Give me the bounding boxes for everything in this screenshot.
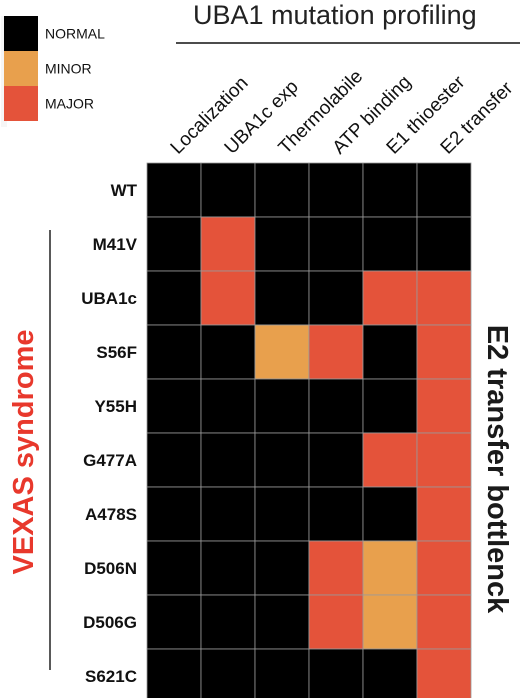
cell-s621c-e2-transfer	[416, 648, 472, 698]
cell-d506g-e1-thioester	[362, 594, 418, 650]
cell-m41v-e2-transfer	[416, 216, 472, 272]
cell-a478s-thermolabile	[254, 486, 310, 542]
cell-a478s-e1-thioester	[362, 486, 418, 542]
cell-m41v-localization	[146, 216, 202, 272]
cell-a478s-e2-transfer	[416, 486, 472, 542]
cell-d506n-e1-thioester	[362, 540, 418, 596]
cell-y55h-atp-binding	[308, 378, 364, 434]
cell-d506n-localization	[146, 540, 202, 596]
cell-s621c-e1-thioester	[362, 648, 418, 698]
row-label-s56f: S56F	[96, 343, 137, 362]
cell-m41v-atp-binding	[308, 216, 364, 272]
cell-wt-e2-transfer	[416, 162, 472, 218]
row-label-d506g: D506G	[83, 613, 137, 632]
cell-s56f-e2-transfer	[416, 324, 472, 380]
cell-g477a-localization	[146, 432, 202, 488]
cell-wt-thermolabile	[254, 162, 310, 218]
cell-g477a-e2-transfer	[416, 432, 472, 488]
row-label-s621c: S621C	[85, 667, 137, 686]
cell-m41v-e1-thioester	[362, 216, 418, 272]
cell-s621c-thermolabile	[254, 648, 310, 698]
cell-g477a-e1-thioester	[362, 432, 418, 488]
cell-d506n-e2-transfer	[416, 540, 472, 596]
cell-uba1c-atp-binding	[308, 270, 364, 326]
cell-a478s-atp-binding	[308, 486, 364, 542]
cell-uba1c-e2-transfer	[416, 270, 472, 326]
cell-uba1c-localization	[146, 270, 202, 326]
cell-uba1c-thermolabile	[254, 270, 310, 326]
cell-wt-localization	[146, 162, 202, 218]
cell-wt-atp-binding	[308, 162, 364, 218]
cell-s56f-thermolabile	[254, 324, 310, 380]
legend-label-major: MAJOR	[45, 96, 94, 112]
heatmap-grid	[146, 162, 472, 698]
cell-uba1c-e1-thioester	[362, 270, 418, 326]
cell-d506g-thermolabile	[254, 594, 310, 650]
cell-s621c-localization	[146, 648, 202, 698]
legend-label-minor: MINOR	[45, 61, 92, 77]
row-label-wt: WT	[111, 181, 138, 200]
cell-s621c-uba1c-exp	[200, 648, 256, 698]
legend: NORMAL MINOR MAJOR	[1, 16, 105, 127]
cell-d506g-localization	[146, 594, 202, 650]
row-label-a478s: A478S	[85, 505, 137, 524]
row-label-uba1c: UBA1c	[81, 289, 137, 308]
vexas-syndrome-label: VEXAS syndrome	[8, 330, 40, 575]
cell-g477a-uba1c-exp	[200, 432, 256, 488]
cell-wt-e1-thioester	[362, 162, 418, 218]
legend-swatch-minor	[4, 51, 38, 86]
row-label-d506n: D506N	[84, 559, 137, 578]
cell-m41v-thermolabile	[254, 216, 310, 272]
row-labels: WT M41V UBA1c S56F Y55H G477A A478S D506N D506G S…	[81, 181, 137, 686]
cell-s621c-atp-binding	[308, 648, 364, 698]
row-label-y55h: Y55H	[94, 397, 137, 416]
legend-label-normal: NORMAL	[45, 26, 105, 42]
cell-y55h-e1-thioester	[362, 378, 418, 434]
cell-d506g-e2-transfer	[416, 594, 472, 650]
e2-transfer-bottleneck-label: E2 transfer bottlenck	[481, 325, 513, 614]
cell-d506n-thermolabile	[254, 540, 310, 596]
cell-s56f-e1-thioester	[362, 324, 418, 380]
cell-wt-uba1c-exp	[200, 162, 256, 218]
legend-swatch-normal	[4, 16, 38, 51]
cell-m41v-uba1c-exp	[200, 216, 256, 272]
cell-y55h-e2-transfer	[416, 378, 472, 434]
cell-d506n-atp-binding	[308, 540, 364, 596]
cell-s56f-uba1c-exp	[200, 324, 256, 380]
cell-y55h-localization	[146, 378, 202, 434]
row-label-m41v: M41V	[93, 235, 138, 254]
cell-uba1c-uba1c-exp	[200, 270, 256, 326]
cell-s56f-atp-binding	[308, 324, 364, 380]
cell-d506g-atp-binding	[308, 594, 364, 650]
cell-a478s-uba1c-exp	[200, 486, 256, 542]
chart-title: UBA1 mutation profiling	[193, 0, 477, 30]
cell-a478s-localization	[146, 486, 202, 542]
row-label-g477a: G477A	[83, 451, 137, 470]
cell-y55h-uba1c-exp	[200, 378, 256, 434]
cell-s56f-localization	[146, 324, 202, 380]
cell-d506g-uba1c-exp	[200, 594, 256, 650]
cell-d506n-uba1c-exp	[200, 540, 256, 596]
cell-g477a-thermolabile	[254, 432, 310, 488]
cell-g477a-atp-binding	[308, 432, 364, 488]
cell-y55h-thermolabile	[254, 378, 310, 434]
legend-swatch-major	[4, 86, 38, 121]
